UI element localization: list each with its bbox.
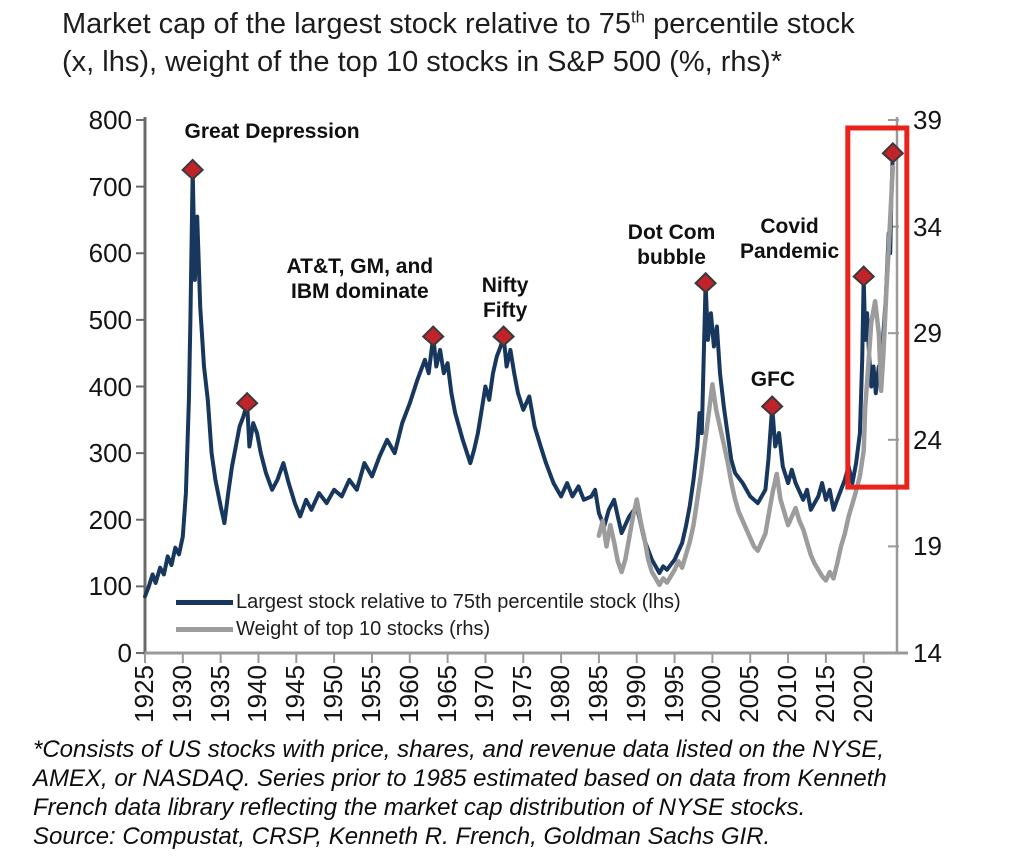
x-tick-label: 2015	[809, 665, 840, 723]
y-left-tick-label: 700	[88, 171, 132, 202]
x-tick-label: 1975	[507, 665, 538, 723]
title-text: percentile stock	[645, 8, 855, 40]
peak-marker-diamond	[760, 395, 784, 417]
footnote-line: Source: Compustat, CRSP, Kenneth R. Fren…	[33, 823, 771, 850]
chart-title-line1: Market cap of the largest stock relative…	[62, 5, 1012, 43]
chart-annotation: AT&T, GM, and IBM dominate	[286, 255, 434, 304]
chart-annotation: Nifty Fifty	[481, 273, 529, 322]
chart-annotation: Great Depression	[184, 120, 360, 144]
x-tick-label: 2020	[847, 665, 878, 723]
x-tick-label: 1950	[318, 665, 349, 723]
title-text: Market cap of the largest stock relative…	[62, 8, 631, 40]
peak-marker-diamond	[881, 141, 905, 164]
legend-item-rhs-series: Weight of top 10 stocks (rhs)	[176, 616, 681, 643]
legend-label: Largest stock relative to 75th percentil…	[236, 591, 681, 613]
y-right-tick-label: 14	[913, 638, 942, 668]
y-left-tick-label: 200	[88, 504, 132, 535]
x-tick-label: 1985	[582, 665, 613, 723]
lhs-series-line	[143, 151, 895, 599]
y-left-tick-label: 100	[88, 571, 132, 602]
chart-annotation: GFC	[750, 368, 796, 392]
x-tick-label: 1995	[658, 665, 689, 723]
y-right-tick-label: 19	[913, 531, 942, 562]
chart-title-line2: (x, lhs), weight of the top 10 stocks in…	[62, 46, 782, 78]
x-tick-label: 2005	[734, 665, 765, 723]
footnote: *Consists of US stocks with price, share…	[33, 735, 1013, 851]
y-left-tick-label: 800	[88, 105, 132, 135]
y-right-tick-label: 29	[913, 318, 942, 349]
x-tick-label: 1955	[355, 665, 386, 723]
x-tick-label: 1980	[545, 665, 576, 723]
y-left-tick-label: 0	[117, 638, 132, 668]
peak-marker-diamond	[235, 391, 259, 414]
title-superscript: th	[631, 7, 646, 27]
footnote-line: French data library reflecting the marke…	[33, 794, 806, 821]
x-tick-label: 1970	[469, 665, 500, 723]
legend: Largest stock relative to 75th percentil…	[176, 589, 681, 643]
x-tick-label: 1940	[242, 665, 273, 723]
y-left-tick-label: 300	[88, 438, 132, 469]
y-left-tick-label: 400	[88, 371, 132, 402]
peak-marker-diamond	[421, 325, 445, 347]
chart-title: Market cap of the largest stock relative…	[62, 5, 1012, 81]
rhs-series-line	[596, 164, 896, 588]
peak-marker-diamond	[852, 265, 876, 287]
legend-item-lhs-series: Largest stock relative to 75th percentil…	[176, 589, 681, 616]
peak-marker-diamond	[492, 325, 516, 347]
x-tick-label: 2000	[696, 665, 727, 723]
y-left-tick-label: 500	[88, 304, 132, 335]
peak-marker-diamond	[181, 158, 205, 181]
x-tick-label: 1965	[431, 665, 462, 723]
footnote-line: *Consists of US stocks with price, share…	[33, 736, 885, 763]
footnote-line: AMEX, or NASDAQ. Series prior to 1985 es…	[33, 765, 887, 792]
chart-annotation: Dot Com bubble	[627, 221, 716, 270]
rhs-series-swatch	[176, 627, 233, 632]
y-right-tick-label: 39	[913, 105, 942, 135]
x-tick-label: 1960	[393, 665, 424, 723]
legend-label: Weight of top 10 stocks (rhs)	[236, 618, 491, 640]
y-left-tick-label: 600	[88, 238, 132, 269]
peak-marker-diamond	[694, 271, 718, 294]
x-tick-label: 1930	[166, 665, 197, 723]
x-tick-label: 2010	[772, 665, 803, 723]
x-tick-label: 1935	[204, 665, 235, 723]
x-tick-label: 1990	[620, 665, 651, 723]
lhs-series-swatch	[176, 600, 233, 605]
x-tick-label: 1925	[129, 665, 159, 723]
y-right-tick-label: 34	[913, 211, 942, 242]
y-right-tick-label: 24	[913, 424, 942, 455]
chart-annotation: Covid Pandemic	[739, 215, 840, 264]
highlight-box	[845, 125, 910, 490]
x-tick-label: 1945	[280, 665, 311, 723]
